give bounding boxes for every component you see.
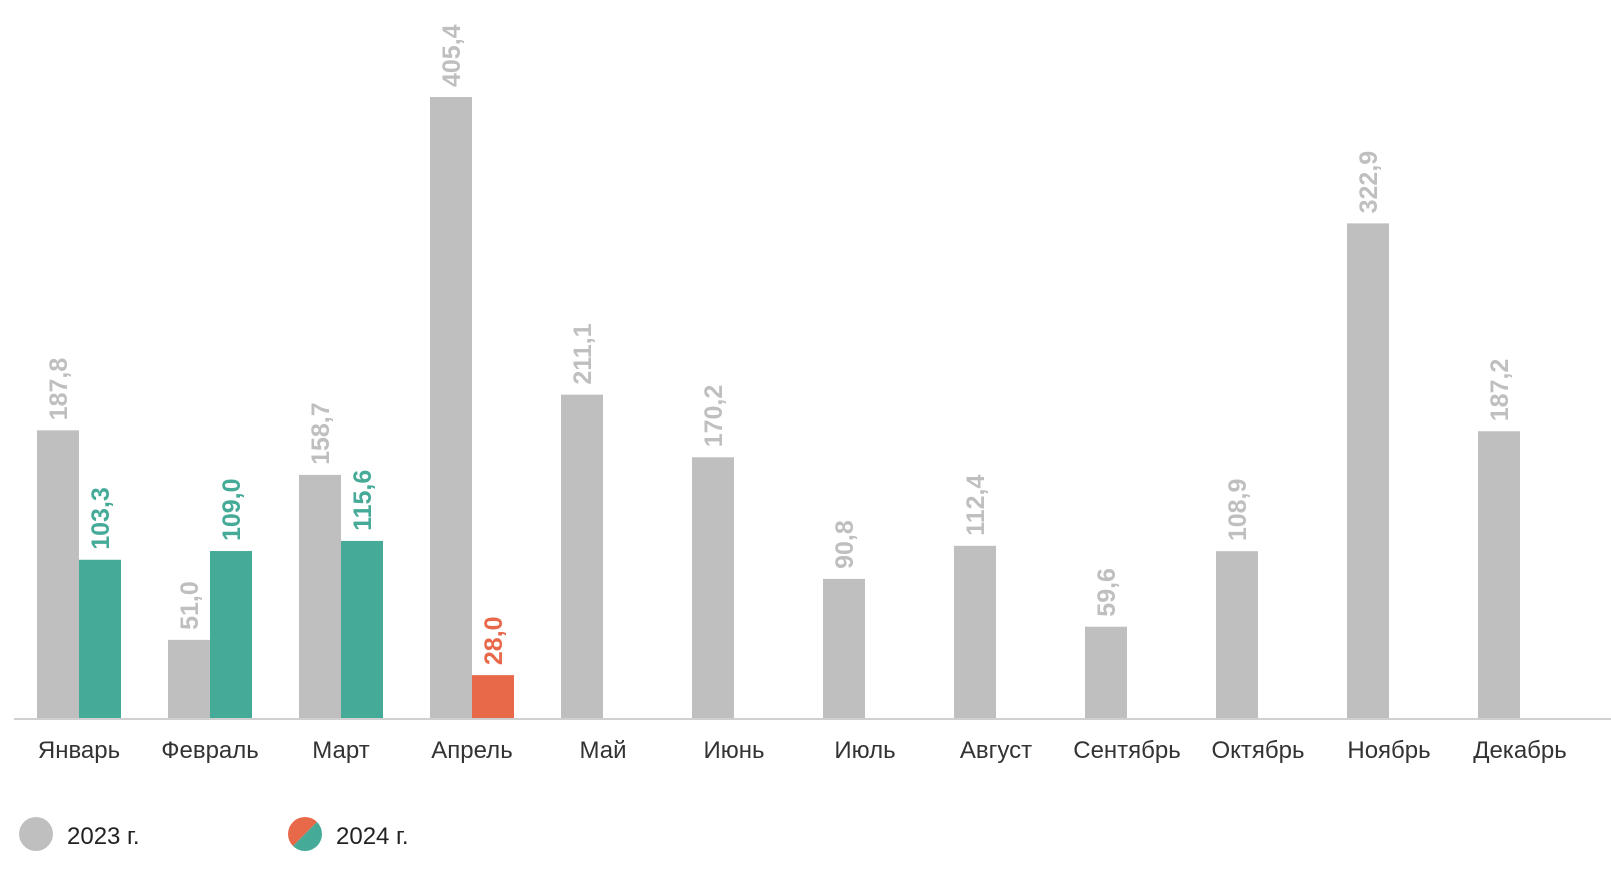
bar-2023-2 bbox=[168, 639, 210, 718]
value-label-2024-1: 103,3 bbox=[87, 487, 115, 550]
bar-2024-2 bbox=[210, 551, 252, 718]
bar-2023-11 bbox=[1347, 223, 1389, 718]
category-label-10: Октябрь bbox=[1211, 737, 1304, 764]
bar-2023-6 bbox=[692, 457, 734, 718]
bar-2024-3 bbox=[341, 540, 383, 718]
bar-2023-9 bbox=[1085, 626, 1127, 718]
bar-2024-4 bbox=[472, 675, 514, 718]
bar-2023-5 bbox=[561, 394, 603, 718]
category-label-2: Февраль bbox=[161, 737, 259, 764]
category-label-5: Май bbox=[579, 737, 626, 764]
value-label-2023-5: 211,1 bbox=[569, 323, 597, 384]
category-label-8: Август bbox=[960, 737, 1032, 764]
category-label-4: Апрель bbox=[431, 737, 512, 764]
value-label-2023-4: 405,4 bbox=[438, 24, 466, 87]
category-label-6: Июнь bbox=[703, 737, 764, 764]
value-label-2024-3: 115,6 bbox=[349, 470, 377, 531]
value-label-2023-7: 90,8 bbox=[831, 520, 859, 569]
category-label-9: Сентябрь bbox=[1073, 737, 1181, 764]
bar-2023-3 bbox=[299, 474, 341, 718]
gray-circle-icon bbox=[19, 817, 53, 851]
value-label-2023-12: 187,2 bbox=[1486, 359, 1514, 422]
category-label-12: Декабрь bbox=[1473, 737, 1567, 764]
value-labels-group: 187,8 103,3 51,0 109,0 158,7 115,6 405,4 28,0 21… bbox=[45, 24, 1514, 665]
bar-2023-7 bbox=[823, 578, 865, 718]
legend: 2023 г. 2024 г. bbox=[19, 817, 409, 851]
bar-2024-1 bbox=[79, 559, 121, 718]
category-label-11: Ноябрь bbox=[1347, 737, 1430, 764]
bar-2023-4 bbox=[430, 97, 472, 718]
bar-2023-1 bbox=[37, 430, 79, 718]
bar-2023-12 bbox=[1478, 431, 1520, 718]
legend-item-2023: 2023 г. bbox=[19, 817, 140, 851]
value-label-2023-3: 158,7 bbox=[307, 402, 335, 465]
value-label-2023-2: 51,0 bbox=[176, 581, 204, 630]
legend-label-2023: 2023 г. bbox=[67, 823, 140, 850]
category-label-3: Март bbox=[312, 737, 369, 764]
bar-2023-8 bbox=[954, 545, 996, 718]
legend-item-2024: 2024 г. bbox=[288, 817, 409, 851]
bars-group bbox=[37, 97, 1520, 718]
value-label-2023-10: 108,9 bbox=[1224, 479, 1252, 542]
value-label-2023-1: 187,8 bbox=[45, 358, 73, 421]
value-label-2023-11: 322,9 bbox=[1355, 151, 1383, 214]
value-label-2024-4: 28,0 bbox=[480, 616, 508, 665]
category-label-7: Июль bbox=[834, 737, 895, 764]
category-label-1: Январь bbox=[38, 737, 120, 764]
bar-2023-10 bbox=[1216, 551, 1258, 718]
value-label-2023-8: 112,4 bbox=[962, 475, 990, 536]
category-labels-group: Январь Февраль Март Апрель Май Июнь Июль Август… bbox=[38, 737, 1567, 764]
split-circle-icon bbox=[288, 817, 322, 851]
value-label-2023-9: 59,6 bbox=[1093, 568, 1121, 617]
legend-label-2024: 2024 г. bbox=[336, 823, 409, 850]
value-label-2024-2: 109,0 bbox=[218, 478, 246, 541]
value-label-2023-6: 170,2 bbox=[700, 385, 728, 448]
